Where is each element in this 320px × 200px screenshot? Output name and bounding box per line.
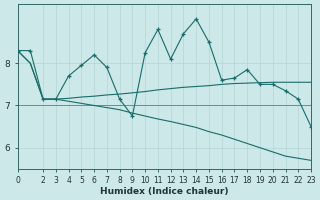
- X-axis label: Humidex (Indice chaleur): Humidex (Indice chaleur): [100, 187, 228, 196]
